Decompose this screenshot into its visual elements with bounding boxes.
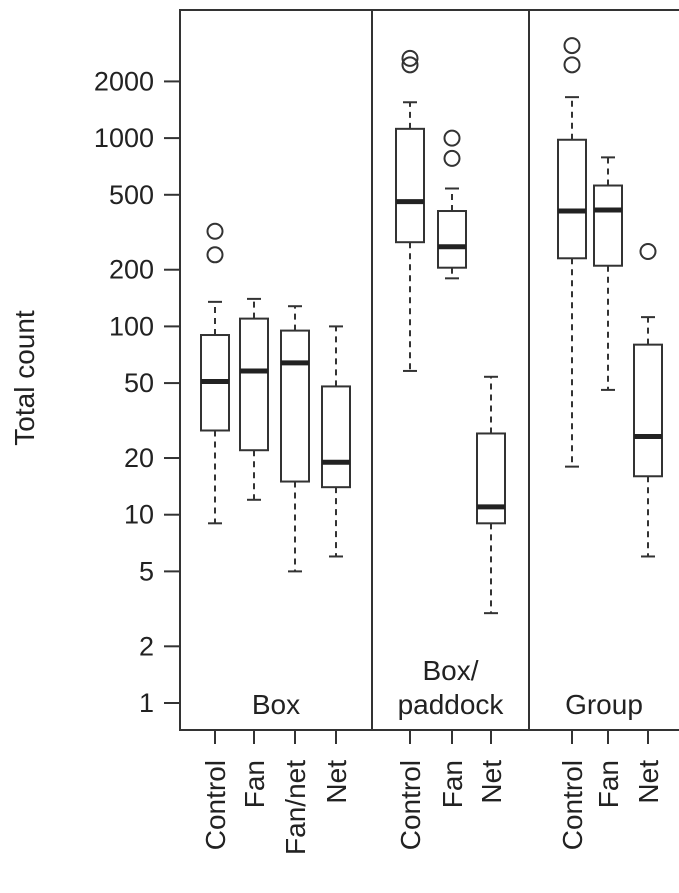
- y-tick-label: 200: [109, 255, 154, 285]
- y-tick-label: 50: [124, 368, 154, 398]
- box-group: [395, 49, 425, 372]
- box-group: [593, 156, 623, 391]
- y-tick-label: 20: [124, 443, 154, 473]
- panel: Box/paddock Control Fan Net: [371, 10, 507, 850]
- plot-frame: [179, 9, 679, 731]
- panel-label: paddock: [398, 689, 505, 720]
- outlier-point: [206, 222, 224, 240]
- outlier-point: [639, 242, 657, 260]
- y-tick-label: 500: [109, 180, 154, 210]
- x-tick-label: Control: [200, 760, 231, 850]
- panel: Box Control Fan Fan/net Net: [200, 222, 352, 855]
- box-iqr: [437, 210, 467, 269]
- box-group: [280, 305, 310, 573]
- panel-label: Group: [565, 689, 643, 720]
- y-axis: 1 2 5 10 20 50 100 200 500 1000 2000: [94, 66, 180, 718]
- x-tick-label: Control: [395, 760, 426, 850]
- box-group: [200, 222, 230, 525]
- y-tick-label: 10: [124, 500, 154, 530]
- y-tick-label: 1: [139, 688, 154, 718]
- x-tick-label: Fan: [437, 760, 468, 808]
- box-iqr: [280, 329, 310, 483]
- x-tick-label: Net: [321, 760, 352, 804]
- panel-label: Box/: [422, 655, 478, 686]
- outlier-point: [206, 246, 224, 264]
- x-tick-label: Control: [557, 760, 588, 850]
- x-tick-label: Net: [633, 760, 664, 804]
- y-tick-label: 100: [109, 311, 154, 341]
- outlier-point: [563, 56, 581, 74]
- y-tick-label: 1000: [94, 123, 154, 153]
- box-iqr: [321, 385, 351, 489]
- outlier-point: [401, 56, 419, 74]
- box-group: [633, 242, 663, 558]
- box-group: [239, 297, 269, 501]
- outlier-point: [563, 37, 581, 55]
- box-iqr: [395, 127, 425, 244]
- y-axis-label: Total count: [9, 310, 40, 446]
- box-group: [476, 375, 506, 615]
- box-iqr: [593, 184, 623, 267]
- outlier-point: [443, 129, 461, 147]
- plot-frame-layer: [179, 9, 679, 731]
- box-group: [321, 325, 351, 558]
- x-tick-label: Fan/net: [280, 760, 311, 855]
- box-iqr: [239, 317, 269, 452]
- box-iqr: [476, 432, 506, 525]
- box-iqr: [557, 138, 587, 260]
- panel-label: Box: [252, 689, 300, 720]
- x-tick-label: Net: [476, 760, 507, 804]
- box-iqr: [633, 343, 663, 478]
- outlier-point: [443, 149, 461, 167]
- y-tick-label: 5: [139, 556, 154, 586]
- y-tick-label: 2: [139, 631, 154, 661]
- panel: Group Control Fan Net: [528, 10, 664, 850]
- x-tick-label: Fan: [239, 760, 270, 808]
- box-group: [557, 37, 587, 468]
- y-tick-label: 2000: [94, 66, 154, 96]
- x-tick-label: Fan: [593, 760, 624, 808]
- outlier-point: [401, 49, 419, 67]
- box-group: [437, 129, 467, 280]
